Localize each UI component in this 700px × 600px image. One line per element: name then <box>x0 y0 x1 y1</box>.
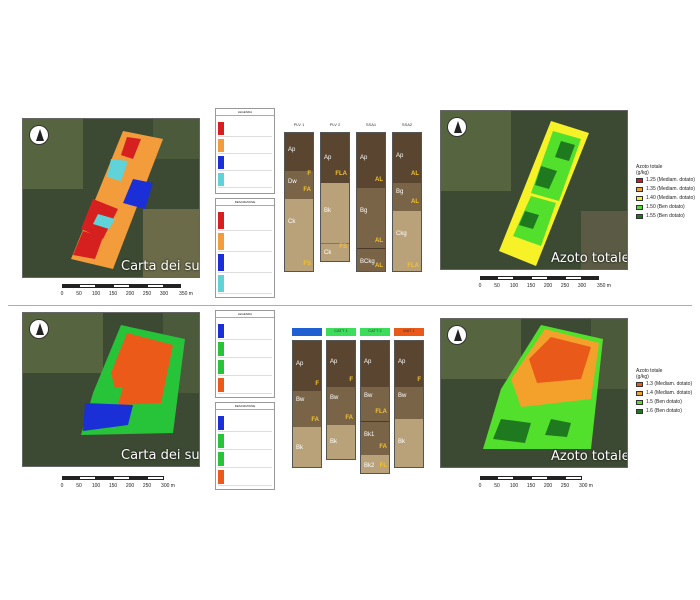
scale-tick: 250 <box>560 483 570 489</box>
soil-legend-1a: LEGENDA <box>215 108 275 194</box>
nitrogen-legend-item: 1.6 (Ben dotato) <box>636 408 696 416</box>
scale-tick: 100 <box>91 291 101 297</box>
nitrogen-map-2: Azoto totale <box>440 318 628 468</box>
scale-tick: 100 <box>91 483 101 489</box>
scalebar-soil-1: 0 50 100 150 200 250 300 350 m <box>60 284 193 304</box>
scale-tick: 100 <box>509 483 519 489</box>
profile-mat1: MAT 1 Ap F Bw Bk <box>394 328 424 468</box>
soil-map-2: Carta dei suoli <box>22 312 200 467</box>
profile-r2-1: Ap F Bw FA Bk <box>292 328 322 468</box>
profile-name: SSA2 <box>401 122 413 127</box>
nitrogen-legend-unit: (g/kg) <box>636 374 649 380</box>
scale-tick: 350 m <box>597 283 611 289</box>
profile-name: CATT 2 <box>368 328 382 333</box>
scale-tick: 250 <box>142 291 152 297</box>
scalebar-nitrogen-2: 0 50 100 150 200 250 300 m <box>478 476 600 496</box>
nitrogen-legend-2: Azoto totale (g/kg) 1.3 (Mediam. dotato)… <box>636 368 696 416</box>
nitrogen-legend-item: 1.3 (Mediam. dotato) <box>636 381 696 389</box>
scale-tick: 0 <box>478 483 482 489</box>
nitrogen-map-1-graphic <box>441 111 627 269</box>
scale-tick: 250 <box>142 483 152 489</box>
profile-ssa1: SSA1 Ap AL Bg AL BCkg AL <box>356 122 386 272</box>
profile-catt2: CATT 2 Ap Bw FLA Bk1 FA Bk2 FL <box>360 328 390 474</box>
nitrogen-map-1: Azoto totale <box>440 110 628 270</box>
legend-header: DESCRIZIONE <box>216 403 274 410</box>
scale-tick: 100 <box>509 283 519 289</box>
row-divider <box>8 305 692 306</box>
scale-tick: 300 m <box>161 483 175 489</box>
profile-name: MAT 1 <box>403 328 415 333</box>
legend-header: LEGENDA <box>216 109 274 116</box>
scale-tick: 150 <box>526 483 536 489</box>
scale-tick: 50 <box>76 483 82 489</box>
scale-tick: 300 <box>159 291 169 297</box>
scale-tick: 200 <box>543 483 553 489</box>
legend-header: DESCRIZIONE <box>216 199 274 206</box>
scale-tick: 0 <box>60 483 64 489</box>
scalebar-soil-2: 0 50 100 150 200 250 300 m <box>60 476 182 496</box>
nitrogen-legend-title: Azoto totale <box>636 164 663 170</box>
scale-tick: 50 <box>494 483 500 489</box>
scale-tick: 50 <box>494 283 500 289</box>
nitrogen-legend-item: 1.5 (Ben dotato) <box>636 399 696 407</box>
scale-tick: 50 <box>76 291 82 297</box>
nitrogen-legend-title: Azoto totale <box>636 368 663 374</box>
scale-tick: 150 <box>108 483 118 489</box>
scale-tick: 150 <box>108 291 118 297</box>
north-arrow-icon <box>447 117 467 137</box>
scale-tick: 200 <box>125 483 135 489</box>
profile-name: CATT 1 <box>334 328 348 333</box>
soil-map-1: Carta dei suoli <box>22 118 200 278</box>
scale-tick: 250 <box>560 283 570 289</box>
legend-header: LEGENDA <box>216 311 274 318</box>
nitrogen-legend-item: 1.25 (Mediam. dotato) <box>636 177 696 185</box>
nitrogen-legend-item: 1.4 (Mediam. dotato) <box>636 390 696 398</box>
soil-legend-2b: DESCRIZIONE <box>215 402 275 490</box>
nitrogen-legend-item: 1.35 (Mediam. dotato) <box>636 186 696 194</box>
soil-map-1-graphic <box>23 119 199 277</box>
nitrogen-legend-item: 1.40 (Mediam. dotato) <box>636 195 696 203</box>
north-arrow-icon <box>29 125 49 145</box>
scale-tick: 0 <box>478 283 482 289</box>
scale-tick: 350 m <box>179 291 193 297</box>
soil-map-2-title: Carta dei suoli <box>121 448 200 463</box>
nitrogen-map-2-title: Azoto totale <box>551 449 628 464</box>
profile-name: PLV 1 <box>293 122 305 127</box>
soil-map-1-title: Carta dei suoli <box>121 259 200 274</box>
scale-tick: 300 m <box>579 483 593 489</box>
scale-tick: 150 <box>526 283 536 289</box>
nitrogen-legend-unit: (g/kg) <box>636 170 649 176</box>
profile-name: SSA1 <box>365 122 377 127</box>
nitrogen-legend-1: Azoto totale (g/kg) 1.25 (Mediam. dotato… <box>636 164 696 221</box>
profile-plv2: PLV 2 Ap FLA Bk Ck FS <box>320 122 350 262</box>
nitrogen-map-1-title: Azoto totale <box>551 251 628 266</box>
profile-catt1: CATT 1 Ap F Bw FA Bk <box>326 328 356 460</box>
soil-legend-1b: DESCRIZIONE <box>215 198 275 298</box>
scale-tick: 0 <box>60 291 64 297</box>
soil-map-2-graphic <box>23 313 199 466</box>
soil-legend-2a: LEGENDA <box>215 310 275 398</box>
scale-tick: 300 <box>577 283 587 289</box>
north-arrow-icon <box>29 319 49 339</box>
nitrogen-legend-item: 1.50 (Ben dotato) <box>636 204 696 212</box>
profile-plv1: PLV 1 Ap Dw F FA Ck FS <box>284 122 314 272</box>
north-arrow-icon <box>447 325 467 345</box>
scale-tick: 200 <box>543 283 553 289</box>
profile-ssa2: SSA2 Ap AL Bg AL Ckg FLA <box>392 122 422 272</box>
scale-tick: 200 <box>125 291 135 297</box>
nitrogen-legend-item: 1.55 (Ben dotato) <box>636 213 696 221</box>
scalebar-nitrogen-1: 0 50 100 150 200 250 300 350 m <box>478 276 611 296</box>
profile-name: PLV 2 <box>329 122 341 127</box>
nitrogen-map-2-graphic <box>441 319 627 467</box>
